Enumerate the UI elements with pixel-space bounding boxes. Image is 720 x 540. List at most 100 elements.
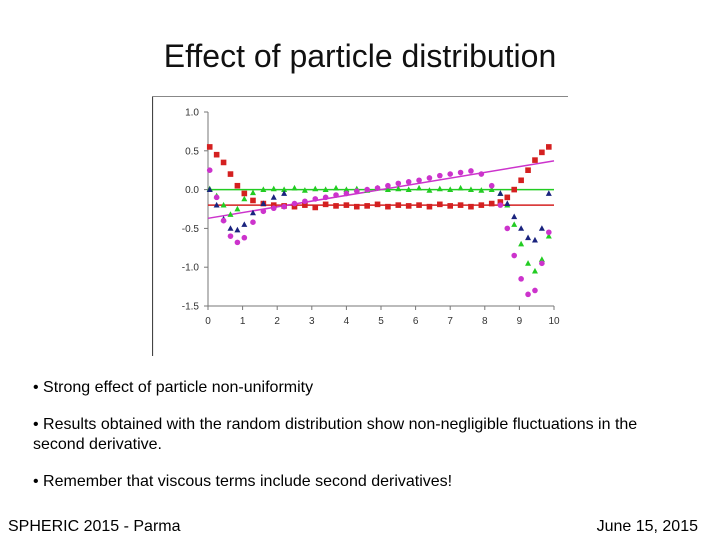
green-point bbox=[260, 186, 267, 192]
navy-point bbox=[270, 194, 277, 200]
green-point bbox=[270, 185, 277, 192]
red-point bbox=[206, 144, 213, 150]
magenta-point bbox=[518, 276, 524, 282]
red-point bbox=[447, 203, 453, 209]
red-point bbox=[343, 202, 350, 208]
navy-point bbox=[249, 209, 256, 216]
red-point bbox=[333, 203, 339, 209]
navy-point bbox=[545, 190, 552, 196]
chart: 1.0 0.5 0.0 -0.5 -1.0 -1.5 0 1 2 3 4 5 6 7 8 9 10 bbox=[152, 96, 568, 356]
green-point bbox=[436, 185, 443, 192]
x-tick-label: 3 bbox=[309, 316, 315, 327]
magenta-point bbox=[488, 182, 495, 189]
green-point bbox=[525, 260, 532, 266]
green-point bbox=[227, 211, 234, 217]
slide-title: Effect of particle distribution bbox=[163, 38, 557, 74]
green-point bbox=[405, 186, 412, 192]
bullet-list: • Strong effect of particle non-uniformi… bbox=[33, 378, 693, 509]
navy-point bbox=[241, 221, 248, 227]
x-tick-label: 2 bbox=[274, 316, 280, 327]
magenta-point bbox=[416, 177, 422, 184]
red-point bbox=[234, 182, 241, 189]
magenta-point bbox=[539, 260, 545, 267]
magenta-point bbox=[206, 167, 213, 173]
y-tick-label: 0.5 bbox=[185, 146, 199, 157]
magenta-point bbox=[525, 291, 531, 298]
x-tick-label: 4 bbox=[344, 316, 350, 327]
bullet-3: • Remember that viscous terms include se… bbox=[33, 473, 453, 490]
navy-point bbox=[525, 234, 532, 241]
magenta-point bbox=[333, 192, 339, 198]
navy-point bbox=[504, 200, 511, 206]
green-point bbox=[395, 185, 402, 192]
green-point bbox=[322, 186, 329, 192]
red-point bbox=[213, 151, 220, 158]
magenta-point bbox=[241, 234, 248, 241]
green-point bbox=[457, 184, 464, 191]
magenta-point bbox=[270, 205, 277, 212]
red-point bbox=[457, 202, 464, 208]
x-tick-label: 1 bbox=[240, 316, 246, 327]
green-point bbox=[467, 186, 474, 192]
red-point bbox=[364, 203, 370, 209]
green-point bbox=[545, 232, 552, 239]
footer-date: June 15, 2015 bbox=[596, 518, 698, 535]
green-point bbox=[241, 195, 248, 202]
magenta-point bbox=[374, 185, 381, 191]
red-point bbox=[312, 204, 319, 211]
red-point bbox=[488, 200, 495, 207]
magenta-point bbox=[532, 287, 538, 294]
red-point bbox=[302, 202, 308, 208]
x-tick-label: 6 bbox=[413, 316, 419, 327]
y-tick-label: 0.0 bbox=[185, 185, 199, 196]
navy-point bbox=[511, 213, 518, 220]
red-point bbox=[322, 201, 329, 208]
red-point bbox=[250, 197, 256, 204]
navy-point bbox=[234, 226, 241, 233]
green-point bbox=[234, 205, 241, 212]
magenta-point bbox=[478, 171, 485, 177]
navy-point bbox=[281, 190, 288, 196]
magenta-point bbox=[504, 225, 511, 232]
magenta-point bbox=[364, 186, 370, 193]
magenta-point bbox=[511, 252, 518, 259]
red-point bbox=[426, 203, 433, 210]
navy-point bbox=[213, 201, 220, 208]
green-point bbox=[531, 267, 538, 274]
magenta-point bbox=[468, 168, 474, 174]
red-point bbox=[374, 201, 381, 208]
red-point bbox=[546, 144, 552, 150]
magenta-point bbox=[291, 200, 298, 207]
red-point bbox=[227, 171, 234, 177]
green-point bbox=[426, 187, 433, 193]
magenta-point bbox=[234, 239, 241, 246]
magenta-point bbox=[395, 180, 402, 187]
y-tick-label: -1.0 bbox=[182, 263, 200, 274]
x-tick-label: 9 bbox=[517, 316, 523, 327]
red-point bbox=[468, 203, 474, 210]
magenta-point bbox=[281, 203, 287, 210]
magenta-point bbox=[312, 196, 319, 202]
magenta-point bbox=[437, 172, 443, 179]
magenta-point bbox=[353, 188, 360, 194]
magenta-point bbox=[302, 198, 308, 205]
green-point bbox=[291, 184, 298, 191]
bullet-1: • Strong effect of particle non-uniformi… bbox=[33, 379, 314, 396]
magenta-point bbox=[385, 182, 391, 189]
bullet-2: • Results obtained with the random distr… bbox=[33, 416, 638, 453]
navy-point bbox=[538, 225, 545, 231]
magenta-point bbox=[250, 219, 256, 225]
navy-point bbox=[531, 236, 538, 243]
magenta-point bbox=[213, 194, 220, 201]
red-point bbox=[416, 202, 422, 208]
red-point bbox=[405, 203, 412, 209]
x-tick-label: 5 bbox=[378, 316, 384, 327]
red-point bbox=[497, 199, 504, 205]
y-tick-label: -1.5 bbox=[182, 302, 200, 313]
green-point bbox=[478, 187, 485, 193]
magenta-point bbox=[405, 179, 412, 185]
red-point bbox=[539, 149, 545, 156]
magenta-point bbox=[260, 208, 267, 215]
magenta-point bbox=[447, 171, 454, 177]
green-point bbox=[333, 184, 340, 191]
